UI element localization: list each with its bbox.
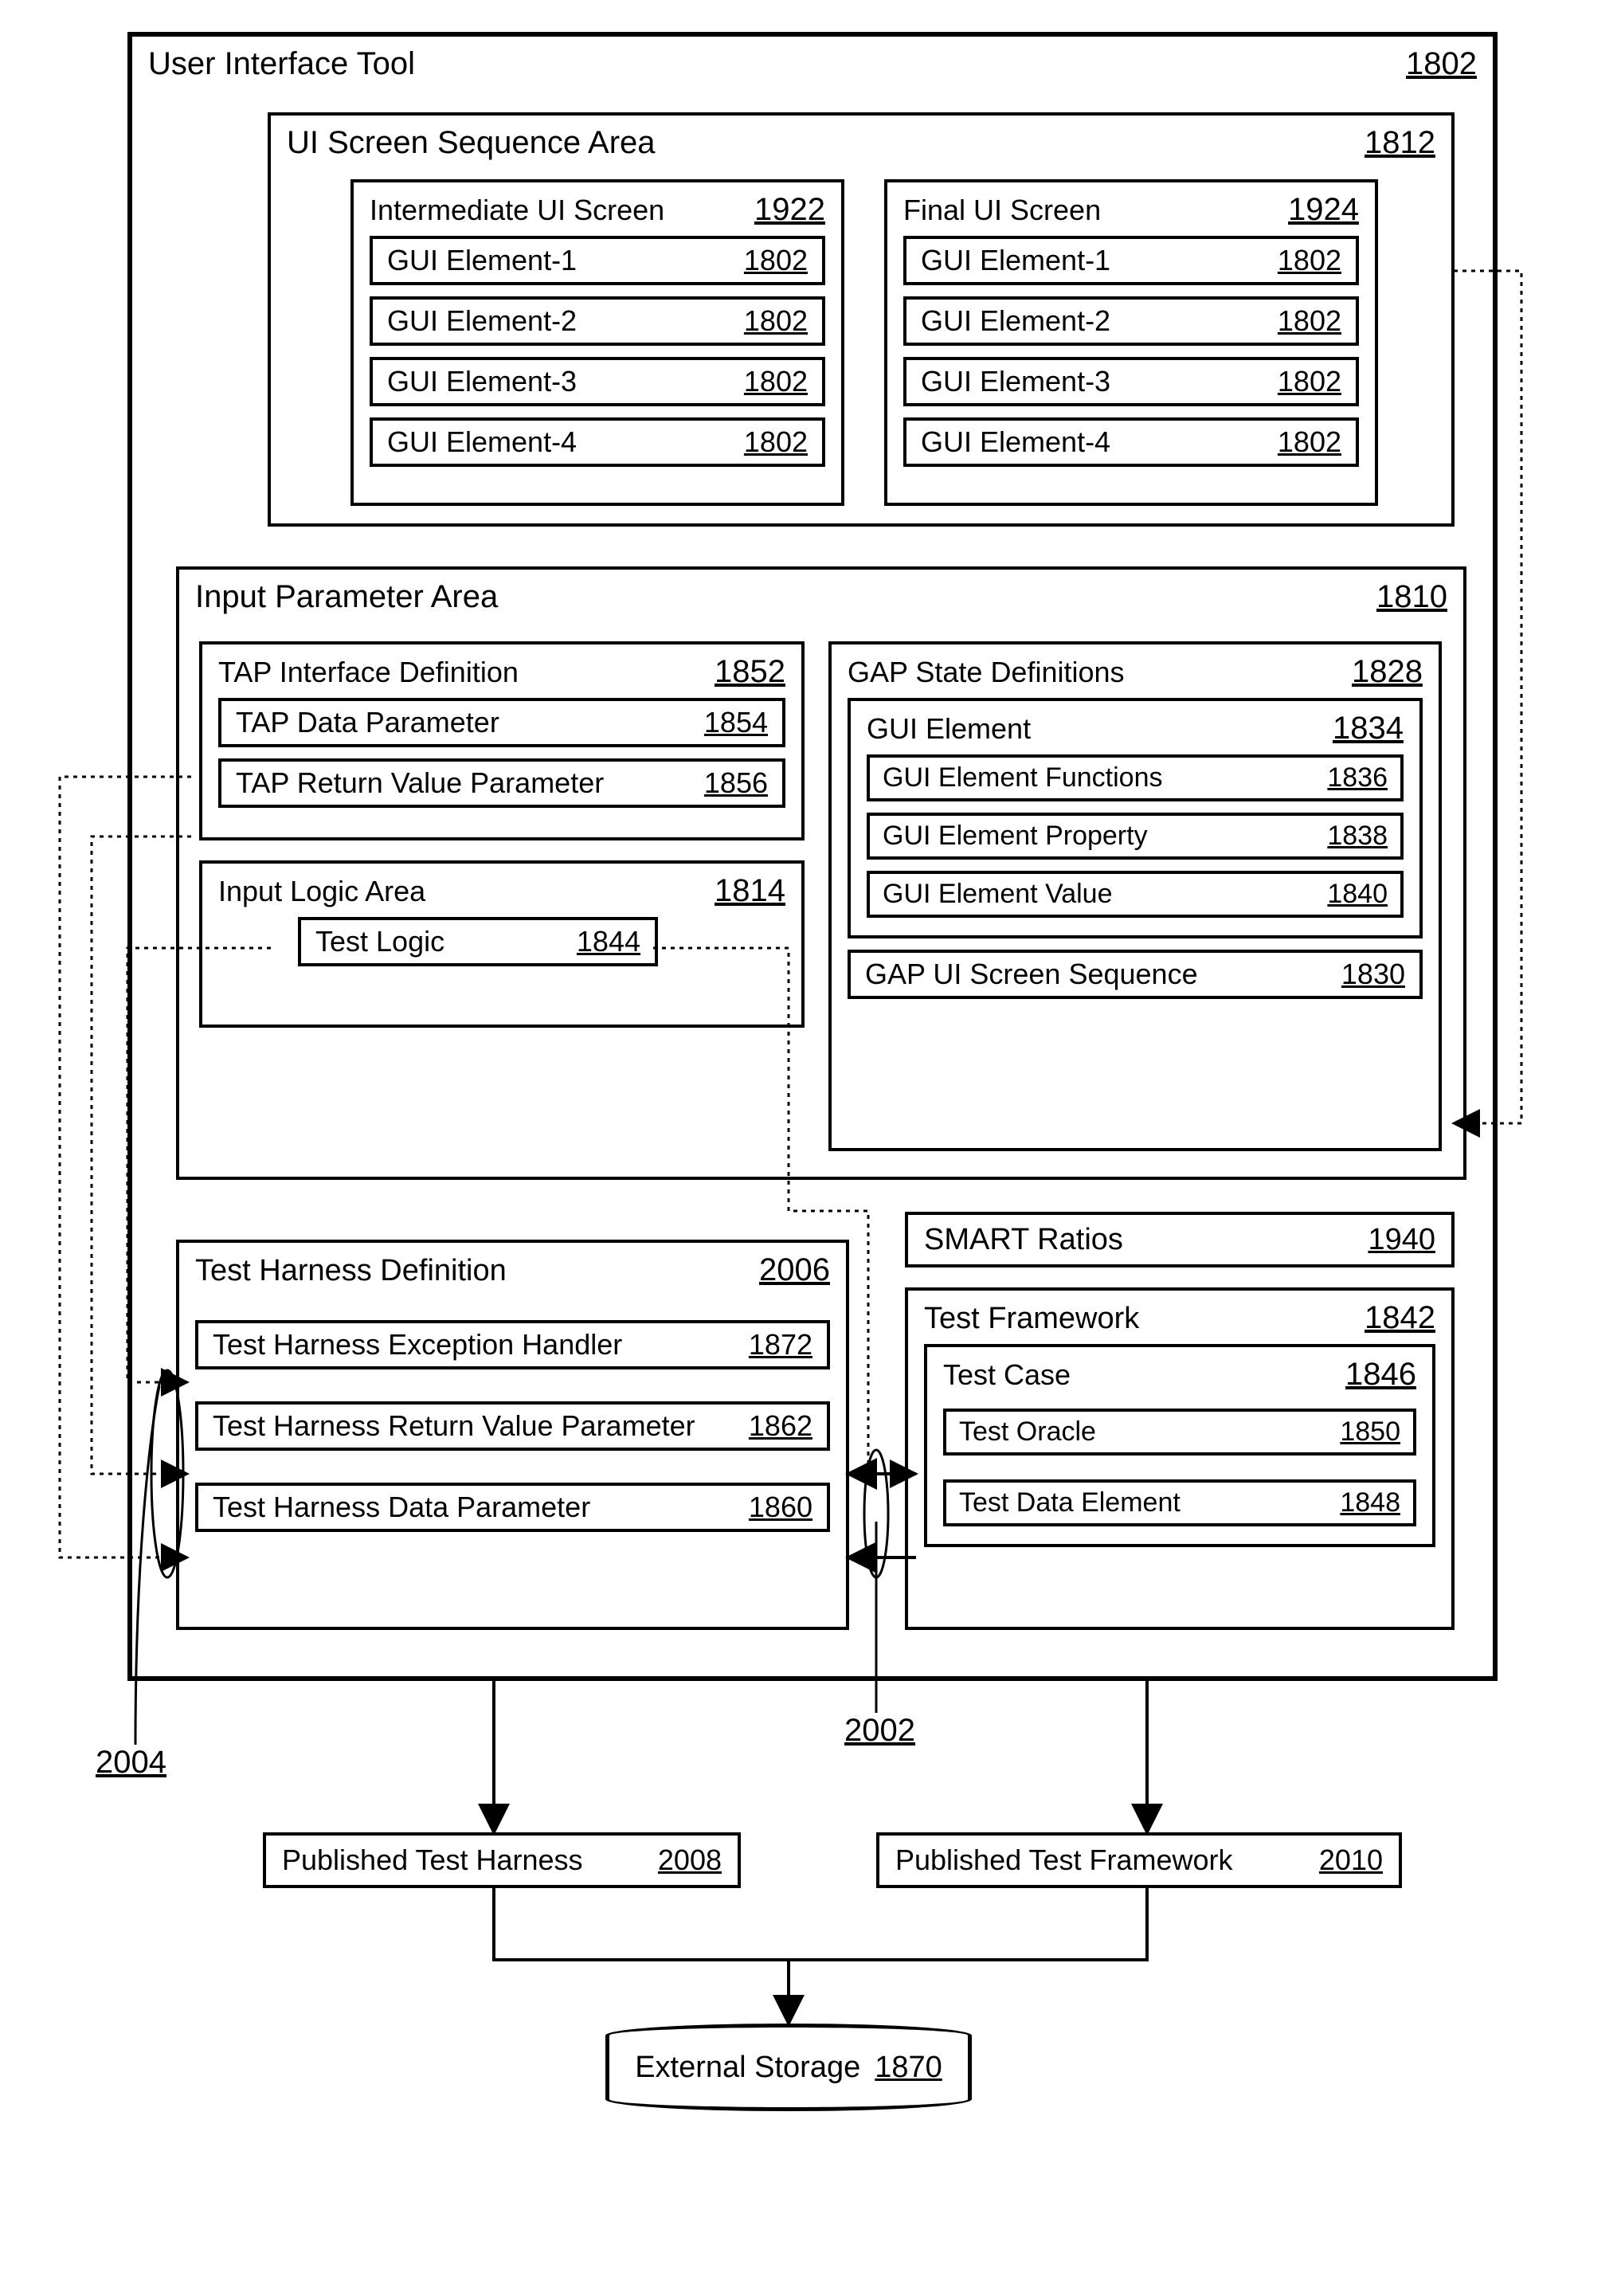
test-case-box: Test Case 1846 Test Oracle1850 Test Data… xyxy=(924,1344,1435,1547)
tap-ref: 1852 xyxy=(715,654,785,690)
final-ui-screen: Final UI Screen 1924 GUI Element-11802 G… xyxy=(884,179,1378,506)
tap-title: TAP Interface Definition xyxy=(218,656,519,689)
callout-2004: 2004 xyxy=(96,1745,166,1781)
harness-return-value: Test Harness Return Value Parameter1862 xyxy=(195,1401,830,1451)
gui-elem-title: GUI Element xyxy=(867,712,1031,746)
input-param-ref: 1810 xyxy=(1376,579,1447,615)
case-title: Test Case xyxy=(943,1358,1071,1392)
test-harness-definition: Test Harness Definition 2006 Test Harnes… xyxy=(176,1240,849,1630)
gui-element-row: GUI Element-41802 xyxy=(903,417,1359,467)
harness-exception: Test Harness Exception Handler1872 xyxy=(195,1320,830,1369)
logic-title: Input Logic Area xyxy=(218,875,425,908)
gap-ref: 1828 xyxy=(1352,654,1423,690)
intermediate-title: Intermediate UI Screen xyxy=(370,194,664,227)
final-title: Final UI Screen xyxy=(903,194,1101,227)
gui-element-box: GUI Element 1834 GUI Element Functions18… xyxy=(848,698,1423,938)
logic-ref: 1814 xyxy=(715,873,785,909)
gap-title: GAP State Definitions xyxy=(848,656,1125,689)
ui-screen-sequence-area: UI Screen Sequence Area 1812 Intermediat… xyxy=(268,112,1455,527)
published-test-framework: Published Test Framework 2010 xyxy=(876,1832,1402,1888)
tap-return-parameter: TAP Return Value Parameter1856 xyxy=(218,758,785,808)
gui-element-row: GUI Element-41802 xyxy=(370,417,825,467)
gui-element-row: GUI Element-21802 xyxy=(903,296,1359,346)
harness-ref: 2006 xyxy=(759,1252,830,1288)
harness-title: Test Harness Definition xyxy=(195,1254,507,1288)
published-test-harness: Published Test Harness 2008 xyxy=(263,1832,741,1888)
framework-title: Test Framework xyxy=(924,1302,1139,1336)
framework-ref: 1842 xyxy=(1365,1300,1435,1336)
intermediate-ref: 1922 xyxy=(754,192,825,228)
gap-state-definitions: GAP State Definitions 1828 GUI Element 1… xyxy=(828,641,1442,1151)
gui-element-row: GUI Element-31802 xyxy=(370,357,825,406)
input-parameter-area: Input Parameter Area 1810 TAP Interface … xyxy=(176,566,1466,1180)
test-framework: Test Framework 1842 Test Case 1846 Test … xyxy=(905,1287,1455,1630)
test-oracle: Test Oracle1850 xyxy=(943,1409,1416,1456)
gap-ui-screen-sequence: GAP UI Screen Sequence 1830 xyxy=(848,950,1423,999)
gui-element-functions: GUI Element Functions1836 xyxy=(867,754,1404,801)
external-storage: External Storage 1870 xyxy=(605,2024,972,2111)
gui-element-property: GUI Element Property1838 xyxy=(867,813,1404,860)
tap-interface-definition: TAP Interface Definition 1852 TAP Data P… xyxy=(199,641,805,840)
gui-element-row: GUI Element-31802 xyxy=(903,357,1359,406)
gui-element-value: GUI Element Value1840 xyxy=(867,871,1404,918)
input-param-title: Input Parameter Area xyxy=(195,579,498,615)
final-ref: 1924 xyxy=(1288,192,1359,228)
test-data-element: Test Data Element1848 xyxy=(943,1479,1416,1526)
case-ref: 1846 xyxy=(1345,1357,1416,1393)
patent-diagram: User Interface Tool 1802 UI Screen Seque… xyxy=(32,32,1545,2183)
gui-element-row: GUI Element-11802 xyxy=(903,236,1359,285)
gui-element-row: GUI Element-11802 xyxy=(370,236,825,285)
ui-seq-title: UI Screen Sequence Area xyxy=(287,125,656,161)
main-title: User Interface Tool xyxy=(148,46,415,82)
callout-2002: 2002 xyxy=(844,1713,915,1749)
ui-seq-ref: 1812 xyxy=(1365,125,1435,161)
main-ref: 1802 xyxy=(1406,46,1477,82)
gui-elem-ref: 1834 xyxy=(1333,711,1404,746)
tap-data-parameter: TAP Data Parameter1854 xyxy=(218,698,785,747)
smart-ratios: SMART Ratios 1940 xyxy=(905,1212,1455,1268)
test-logic: Test Logic 1844 xyxy=(298,917,658,966)
input-logic-area: Input Logic Area 1814 Test Logic 1844 xyxy=(199,860,805,1028)
gui-element-row: GUI Element-21802 xyxy=(370,296,825,346)
intermediate-ui-screen: Intermediate UI Screen 1922 GUI Element-… xyxy=(350,179,844,506)
harness-data-parameter: Test Harness Data Parameter1860 xyxy=(195,1483,830,1532)
user-interface-tool-box: User Interface Tool 1802 UI Screen Seque… xyxy=(127,32,1498,1681)
